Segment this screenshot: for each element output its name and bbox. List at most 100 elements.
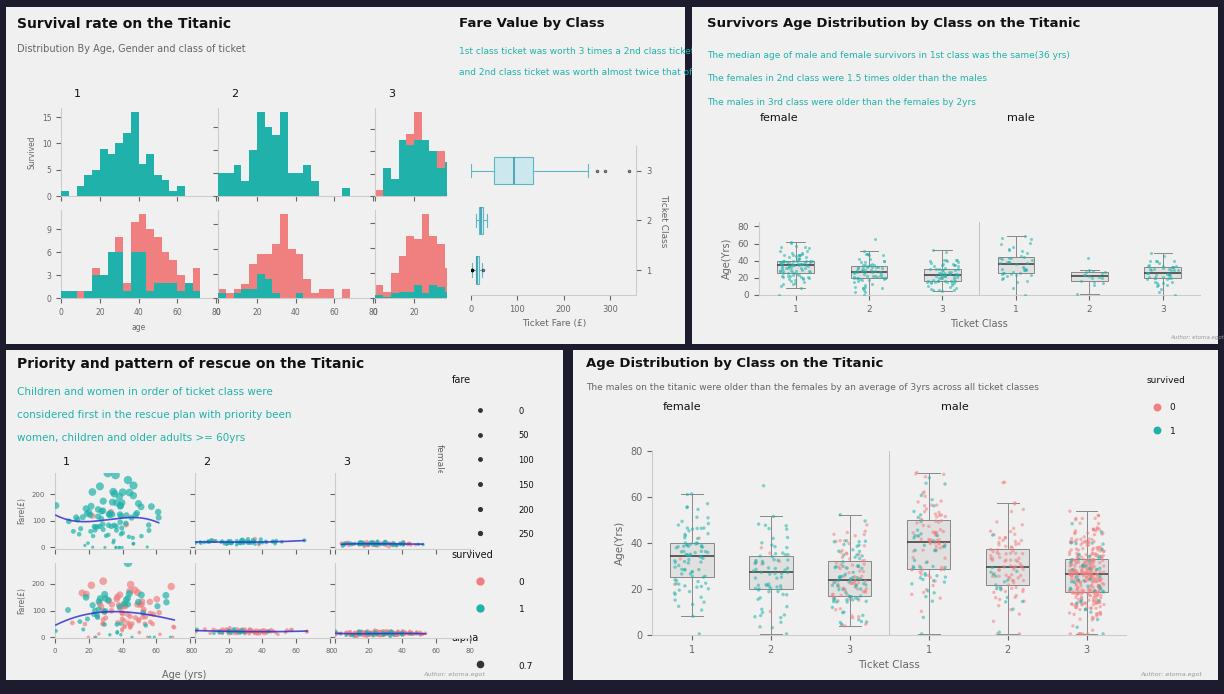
Point [1006,258,1026,269]
Point [927,264,946,275]
Point [366,627,386,638]
Point [366,629,386,641]
Point [359,539,378,550]
Point [258,626,278,637]
Point [903,552,923,563]
Point [376,539,395,550]
Point [940,281,960,292]
Point [848,266,868,278]
Point [351,629,371,640]
Point [389,627,409,638]
Point [843,266,863,278]
Point [255,625,274,636]
Point [228,626,247,637]
Point [983,546,1002,557]
Point [375,539,394,550]
Point [1083,625,1103,636]
Point [908,525,928,536]
Point [1087,576,1106,587]
Point [1065,565,1084,576]
Point [944,258,963,269]
Point [368,541,388,552]
Point [217,539,236,550]
Point [114,615,133,626]
Point [115,620,135,631]
Point [113,623,132,634]
Point [1066,558,1086,569]
Point [186,625,206,636]
Point [674,541,694,552]
Point [902,578,922,589]
Point [1001,561,1021,572]
Point [749,584,769,595]
Point [372,629,392,640]
Point [856,266,875,277]
Point [1081,607,1100,618]
Point [778,267,798,278]
Point [263,536,283,547]
Point [247,627,267,638]
Point [377,537,397,548]
Point [990,532,1010,543]
Bar [399,256,406,298]
Bar [376,285,383,298]
Point [119,599,138,610]
Point [399,538,419,549]
Point [1006,536,1026,547]
Point [375,629,394,641]
Point [1066,592,1086,603]
Point [843,268,863,279]
Point [913,545,933,556]
Point [1060,546,1080,557]
Point [993,267,1012,278]
Bar [422,157,430,196]
Point [1002,242,1022,253]
Point [366,627,386,638]
Text: 250: 250 [519,530,534,539]
Point [364,540,383,551]
Point [338,537,357,548]
Point [849,536,869,547]
Point [1083,543,1103,554]
Point [1083,555,1103,566]
Point [1062,518,1082,530]
Point [1144,272,1164,283]
Point [379,627,399,638]
Point [133,604,153,615]
Text: 1: 1 [485,40,491,49]
Bar [131,222,138,298]
Point [980,553,1000,564]
Point [362,628,382,639]
Point [341,628,361,639]
Point [777,628,797,639]
Point [1065,564,1084,575]
Point [1065,588,1084,599]
Point [692,581,711,592]
Point [149,607,169,618]
Point [848,577,868,589]
Point [857,271,876,282]
Text: The males in 3rd class were older than the females by 2yrs: The males in 3rd class were older than t… [707,98,977,107]
Point [856,575,875,586]
Point [1078,536,1098,548]
Point [902,564,922,575]
Point [1093,273,1113,284]
Point [666,589,685,600]
Point [370,628,389,639]
Point [239,536,258,548]
Point [1077,559,1097,570]
Point [393,628,412,639]
Point [387,629,406,641]
Point [272,536,291,548]
Point [364,629,383,640]
Point [683,571,703,582]
Point [375,539,394,550]
Point [346,629,366,640]
Point [749,518,769,530]
Point [678,523,698,534]
Point [219,536,239,548]
Point [1076,575,1095,586]
Point [392,627,411,638]
Point [1070,586,1089,598]
Point [355,627,375,638]
